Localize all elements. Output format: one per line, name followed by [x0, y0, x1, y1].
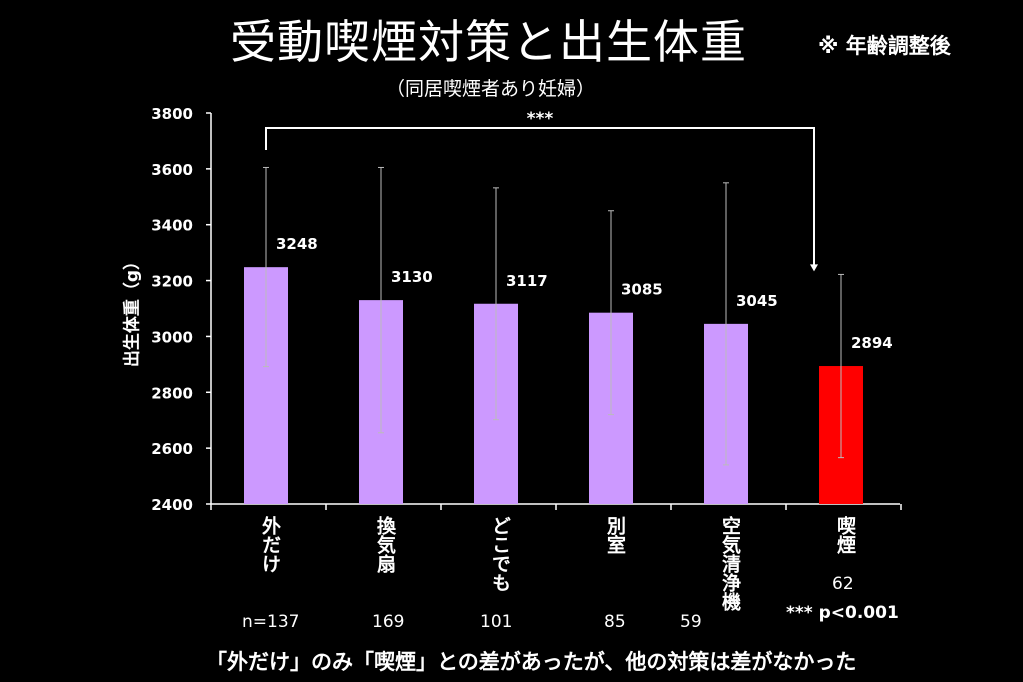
- y-tick-label: 2400: [151, 496, 193, 514]
- y-tick-label: 3200: [151, 273, 193, 291]
- data-label: 3130: [391, 268, 433, 286]
- y-tick-label: 2800: [151, 384, 193, 402]
- sample-size-label: n=137: [242, 612, 300, 632]
- significance-label: ***: [527, 109, 554, 129]
- sample-size-label: 85: [604, 612, 626, 632]
- sample-size-label: 169: [372, 612, 405, 632]
- significance-bracket: [265, 127, 815, 267]
- sample-size-label: 59: [680, 612, 702, 632]
- x-category-label: 外だけ: [259, 516, 281, 573]
- sample-size-label: 101: [480, 612, 513, 632]
- x-category-label: 換気扇: [374, 516, 396, 573]
- data-label: 2894: [851, 334, 893, 352]
- data-label: 3248: [276, 235, 318, 253]
- footer-caption: 「外だけ」のみ「喫煙」との差があったが、他の対策は差がなかった: [206, 650, 857, 674]
- sample-size-label-smoking: 62: [832, 574, 854, 594]
- significance-arrow: [810, 264, 818, 272]
- y-tick-label: 2600: [151, 440, 193, 458]
- x-category-label: 別室: [604, 516, 626, 554]
- data-label: 3045: [736, 292, 778, 310]
- chart-subtitle: （同居喫煙者あり妊婦）: [386, 78, 596, 100]
- data-label: 3117: [506, 272, 548, 290]
- data-label: 3085: [621, 281, 663, 299]
- x-category-label: どこでも: [489, 516, 511, 592]
- y-tick-label: 3800: [151, 105, 193, 123]
- chart-title: 受動喫煙対策と出生体重: [230, 15, 747, 69]
- x-category-label: 喫煙: [834, 516, 856, 554]
- adjustment-note: ※ 年齢調整後: [818, 34, 951, 58]
- x-category-label: 空気清浄機: [719, 516, 741, 611]
- y-tick-label: 3000: [151, 328, 193, 346]
- y-tick-label: 3600: [151, 161, 193, 179]
- y-tick-label: 3400: [151, 217, 193, 235]
- p-value-note: *** p<0.001: [786, 603, 899, 623]
